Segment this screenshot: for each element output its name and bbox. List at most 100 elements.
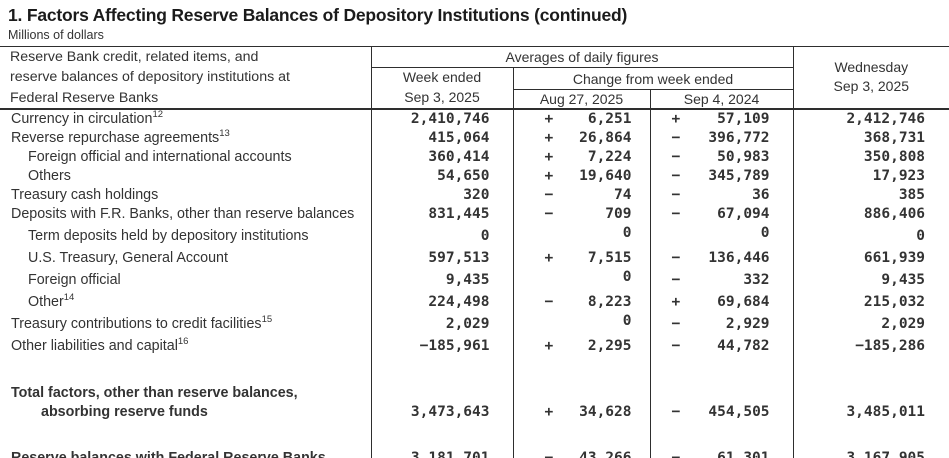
value: 34,628 (579, 403, 632, 420)
row-label: Others (0, 166, 372, 186)
row-label: Other liabilities and capital16 (0, 336, 372, 356)
row-label: Foreign official and international accou… (0, 147, 372, 167)
stub-line-2: reserve balances of depository instituti… (10, 69, 290, 86)
cell-change-aug27: +7,515 (513, 248, 651, 268)
value: 8,223 (587, 293, 632, 310)
header-change-from-week-ended: Change from week ended (513, 67, 794, 91)
footnote-ref: 14 (63, 292, 75, 304)
cell-week-avg: 54,650 (371, 166, 514, 186)
value: 136,446 (708, 249, 770, 266)
sign: + (544, 129, 554, 146)
value: 7,224 (587, 148, 632, 165)
value: 43,266 (579, 449, 631, 458)
sign: + (544, 167, 554, 184)
stub-line-1: Reserve Bank credit, related items, and (10, 49, 259, 65)
table-row-deposits-with-fr-banks: Deposits with F.R. Banks, other than res… (0, 204, 949, 224)
value: 345,789 (708, 167, 770, 184)
cell-change-sep4: +69,684 (650, 292, 794, 312)
sign: − (671, 186, 681, 203)
cell-change-aug27: 0 (513, 223, 651, 249)
cell-change-aug27: +26,864 (513, 128, 651, 148)
cell-wednesday: 661,939 (863, 249, 926, 266)
value: 0 (622, 312, 632, 329)
value: 69,684 (717, 293, 770, 310)
sign: − (544, 293, 554, 310)
footnote-ref: 15 (261, 314, 273, 326)
cell-week-avg: 3,473,643 (371, 382, 514, 423)
page-title: 1. Factors Affecting Reserve Balances of… (8, 5, 628, 25)
cell-change-aug27: +2,295 (513, 336, 651, 356)
header-averages-of-daily-figures: Averages of daily figures (371, 46, 794, 68)
cell-week-avg: 831,445 (371, 204, 514, 224)
total-label-line-2: absorbing reserve funds (41, 403, 208, 420)
sign: − (671, 337, 681, 354)
wednesday-line-1: Wednesday (834, 58, 909, 75)
table-row-us-treasury-general-account: U.S. Treasury, General Account 597,513 +… (0, 248, 949, 268)
sign: + (671, 293, 681, 310)
row-label: Reverse repurchase agreements13 (0, 129, 372, 148)
cell-week-avg: 9,435 (371, 267, 514, 293)
header-wednesday: Wednesday Sep 3, 2025 (793, 46, 949, 110)
table-row-treasury-cash-holdings: Treasury cash holdings 320 − 74 − 36 385 (0, 185, 949, 205)
cell-change-sep4: − 50,983 (650, 147, 794, 167)
cell-week-avg: 3,181,701 (371, 448, 514, 458)
cell-week-avg: 360,414 (371, 147, 514, 167)
cell-wednesday: 350,808 (863, 148, 926, 165)
wednesday-line-2: Sep 3, 2025 (833, 78, 910, 95)
cell-wednesday: 215,032 (863, 293, 926, 310)
cell-change-aug27: − 709 (513, 204, 651, 224)
footnote-ref: 16 (177, 336, 189, 348)
cell-change-aug27: − 74 (513, 185, 651, 205)
table-row-other-deposits: Other14 224,498 − 8,223 +69,684 215,032 (0, 293, 949, 312)
table-row-foreign-official-intl-accounts: Foreign official and international accou… (0, 147, 949, 167)
units-note: Millions of dollars (8, 28, 104, 42)
cell-week-avg: 0 (371, 223, 514, 249)
cell-wednesday: 2,412,746 (846, 110, 926, 127)
row-label: Treasury contributions to credit facilit… (0, 311, 372, 337)
cell-change-aug27: +6,251 (513, 108, 651, 129)
sign: + (544, 337, 554, 354)
value: 44,782 (717, 337, 770, 354)
sign: + (544, 403, 554, 420)
table-row-treasury-contributions-credit-facilities: Treasury contributions to credit facilit… (0, 311, 949, 337)
sign: + (671, 110, 681, 127)
sign: − (671, 167, 681, 184)
value: 0 (622, 224, 632, 241)
spacer-row (0, 355, 949, 383)
table-row-currency-in-circulation: Currency in circulation12 2,410,746 +6,2… (0, 108, 949, 129)
cell-wednesday: 2,029 (881, 315, 926, 332)
cell-change-sep4: − 396,772 (650, 128, 794, 148)
cell-wednesday: 368,731 (863, 129, 926, 146)
value: 0 (760, 224, 770, 241)
value: 396,772 (708, 129, 770, 146)
value: 2,295 (587, 337, 632, 354)
table-header: Reserve Bank credit, related items, and … (0, 46, 949, 110)
row-label: Reserve balances with Federal Reserve Ba… (0, 448, 372, 458)
table-row-reserve-balances: Reserve balances with Federal Reserve Ba… (0, 448, 949, 458)
cell-week-avg: 320 (371, 185, 514, 205)
table-row-other-liabilities-and-capital: Other liabilities and capital16 −185,961… (0, 337, 949, 356)
value: 2,929 (725, 315, 770, 332)
stub-line-3: Federal Reserve Banks (10, 89, 159, 106)
cell-wednesday: 385 (898, 186, 926, 203)
value: 36 (752, 186, 770, 203)
sign: + (544, 110, 554, 127)
row-label: Term deposits held by depository institu… (0, 223, 372, 249)
week-ended-line-1: Week ended (402, 69, 482, 86)
cell-change-sep4: − 36 (650, 185, 794, 205)
sign: − (545, 449, 554, 458)
cell-wednesday: 3,485,011 (846, 403, 926, 420)
row-label: Total factors, other than reserve balanc… (0, 382, 372, 423)
value: 61,301 (717, 449, 769, 458)
table-row-term-deposits: Term deposits held by depository institu… (0, 223, 949, 249)
value: 709 (605, 205, 632, 222)
sign: + (544, 148, 554, 165)
value: 26,864 (579, 129, 632, 146)
stub-header: Reserve Bank credit, related items, and … (0, 46, 372, 110)
sign: − (671, 129, 681, 146)
header-change-aug27: Aug 27, 2025 (513, 89, 651, 110)
value: 67,094 (717, 205, 770, 222)
row-label: Deposits with F.R. Banks, other than res… (0, 204, 372, 224)
value: 332 (743, 271, 770, 288)
cell-change-sep4: − 44,782 (650, 336, 794, 356)
